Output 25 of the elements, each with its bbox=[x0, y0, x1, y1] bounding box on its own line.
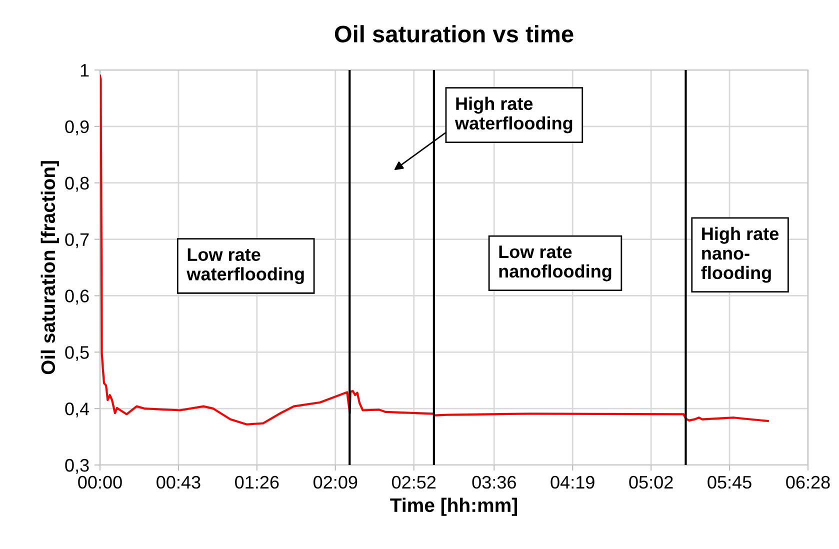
y-tick-label: 0,6 bbox=[65, 290, 89, 305]
y-tick-label: 0,8 bbox=[65, 176, 89, 192]
x-tick-label: 04:19 bbox=[550, 476, 594, 489]
x-tick-label: 05:02 bbox=[629, 476, 673, 489]
x-tick-label: 06:28 bbox=[786, 476, 830, 489]
x-tick-label: 02:09 bbox=[314, 476, 358, 489]
annotation: Low rate waterflooding bbox=[186, 248, 304, 284]
annotation: High rate nano- flooding bbox=[701, 226, 779, 283]
y-tick-label: 0,4 bbox=[65, 402, 90, 418]
x-axis-title: Time [hh:mm] bbox=[390, 498, 518, 516]
y-tick-label: 0,5 bbox=[65, 346, 89, 361]
y-tick-label: 0,3 bbox=[65, 458, 89, 474]
x-tick-label: 00:43 bbox=[156, 476, 200, 489]
x-tick-label: 01:26 bbox=[235, 476, 279, 489]
y-axis-title: Oil saturation [fraction] bbox=[40, 161, 59, 374]
x-tick-label: 05:45 bbox=[708, 476, 752, 489]
y-tick-label: 0,7 bbox=[65, 233, 89, 248]
annotation: Low rate nanoflooding bbox=[499, 246, 612, 282]
x-tick-label: 00:00 bbox=[78, 476, 122, 489]
x-tick-label: 02:52 bbox=[392, 476, 436, 489]
x-tick-label: 03:36 bbox=[472, 476, 516, 489]
chart-title: Oil saturation vs time bbox=[334, 25, 574, 42]
y-tick-label: 1 bbox=[80, 64, 89, 77]
y-tick-label: 0,9 bbox=[65, 120, 89, 136]
annotation: High rate waterflooding bbox=[454, 96, 572, 134]
